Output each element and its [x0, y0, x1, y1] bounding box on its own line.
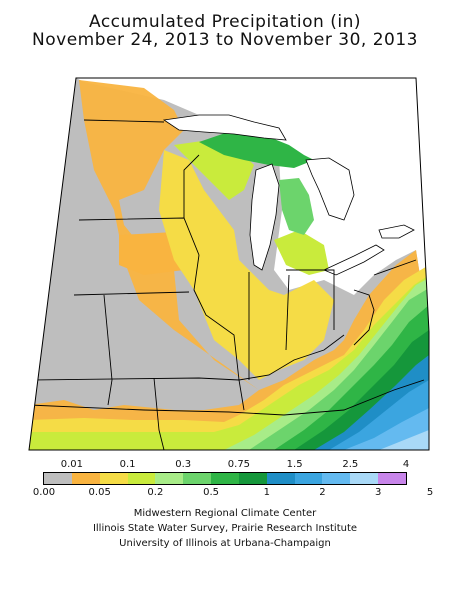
credit-line-2: Illinois State Water Survey, Prairie Res… — [92, 523, 358, 534]
legend-swatch — [350, 473, 379, 484]
lake-michigan — [249, 163, 280, 271]
legend-lower-label: 1 — [263, 487, 270, 498]
map-title-line-1: Accumulated Precipitation (in) — [88, 12, 362, 32]
legend-lower-label: 0.05 — [88, 487, 111, 498]
legend-swatch — [127, 473, 156, 484]
legend-upper-label: 0.75 — [227, 459, 251, 470]
legend-upper-label: 0.3 — [175, 459, 192, 470]
legend-frame — [43, 472, 407, 485]
lake-ontario — [378, 224, 415, 239]
legend-swatch — [71, 473, 100, 484]
map-frame — [28, 77, 430, 451]
map-title-line-2: November 24, 2013 to November 30, 2013 — [32, 30, 418, 50]
legend-swatch — [294, 473, 323, 484]
precip-0.5-region-lake — [279, 178, 314, 235]
lake-huron — [305, 157, 355, 221]
legend-upper-label: 2.5 — [342, 459, 359, 470]
legend-lower-label: 0.00 — [32, 487, 56, 498]
legend-upper-label: 4 — [402, 459, 410, 470]
precip-3-region — [379, 430, 429, 450]
legend-lower-label: 0.5 — [203, 487, 220, 498]
legend-swatch — [211, 473, 239, 484]
legend-swatch — [378, 473, 406, 484]
legend-swatch — [322, 473, 351, 484]
legend-upper-label: 1.5 — [286, 459, 303, 470]
credit-line-3: University of Illinois at Urbana-Champai… — [119, 538, 331, 549]
legend-swatch — [155, 473, 184, 484]
legend-swatch — [44, 473, 72, 484]
precip-0.1-region — [159, 150, 334, 380]
precip-0.75-region-north — [199, 130, 314, 168]
legend-lower-label: 3 — [374, 487, 382, 498]
legend-upper-label: 0.1 — [119, 459, 136, 470]
precip-0.2-michigan-patch — [274, 230, 329, 275]
legend-swatch — [183, 473, 212, 484]
legend-swatch — [238, 473, 267, 484]
lake-erie — [323, 244, 385, 276]
legend-lower-label: 2 — [319, 487, 326, 498]
state-boundaries — [29, 119, 425, 450]
legend-swatch — [266, 473, 295, 484]
legend-lower-label: 5 — [426, 487, 434, 498]
credit-line-1: Midwestern Regional Climate Center — [133, 508, 317, 519]
precip-0.05-region — [29, 80, 429, 450]
legend-upper-label: 0.01 — [60, 459, 83, 470]
legend-lower-label: 0.2 — [147, 487, 164, 498]
legend-swatch — [99, 473, 128, 484]
lake-superior — [162, 114, 287, 141]
precipitation-map — [28, 77, 430, 451]
